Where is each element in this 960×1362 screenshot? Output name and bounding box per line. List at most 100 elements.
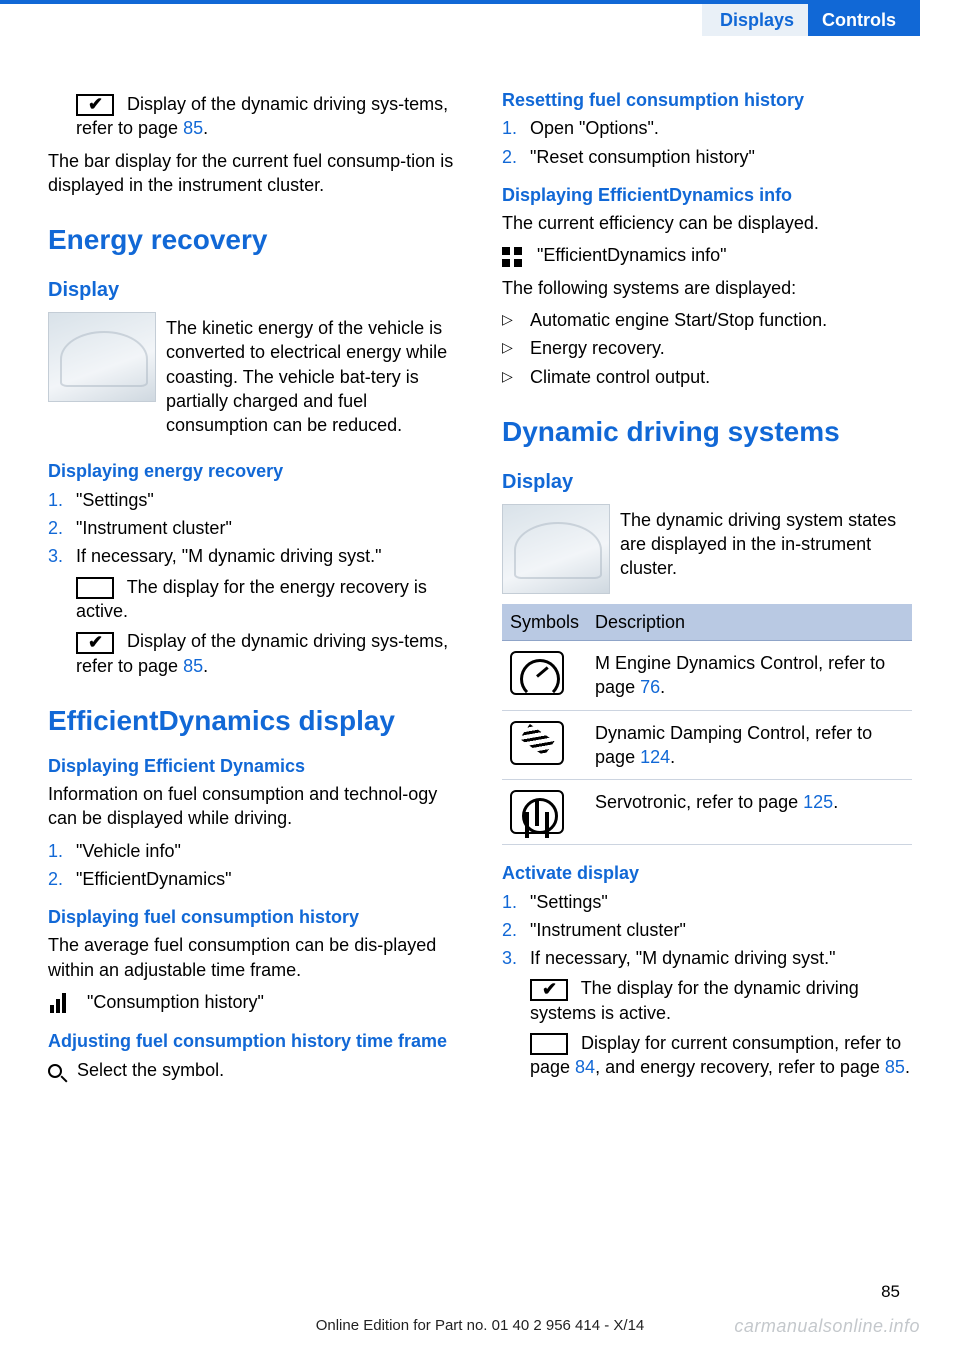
display-empty-icon bbox=[530, 1033, 568, 1055]
step-text: "EfficientDynamics" bbox=[76, 867, 458, 891]
displaying-effd-heading: Displaying Efficient Dynamics bbox=[48, 754, 458, 778]
step-num: 1. bbox=[502, 116, 530, 140]
display-check-icon bbox=[76, 632, 114, 654]
page-link-85[interactable]: 85 bbox=[885, 1057, 905, 1077]
step-text: "Instrument cluster" bbox=[530, 918, 912, 942]
list-item: 3.If necessary, "M dynamic driving syst.… bbox=[502, 946, 912, 970]
triangle-bullet-icon: ▷ bbox=[502, 365, 530, 389]
symbol-cell bbox=[502, 710, 587, 780]
energy-recovery-heading: Energy recovery bbox=[48, 221, 458, 259]
er-sub1-text: The display for the energy recovery is a… bbox=[76, 577, 427, 621]
step-text: "Vehicle info" bbox=[76, 839, 458, 863]
effd-info-item: "EfficientDynamics info" bbox=[502, 243, 912, 267]
step-text: Open "Options". bbox=[530, 116, 912, 140]
col-symbols: Symbols bbox=[502, 604, 587, 641]
symbol-cell bbox=[502, 641, 587, 711]
gauge-icon bbox=[510, 651, 564, 695]
step-text: "Settings" bbox=[76, 488, 458, 512]
step-num: 2. bbox=[48, 516, 76, 540]
right-column: Resetting fuel consumption history 1.Ope… bbox=[502, 88, 912, 1090]
step-num: 1. bbox=[502, 890, 530, 914]
page-link[interactable]: 125 bbox=[803, 792, 833, 812]
list-item: 3.If necessary, "M dynamic driving syst.… bbox=[48, 544, 458, 568]
fuel-history-heading: Displaying fuel consumption history bbox=[48, 905, 458, 929]
intro-text: Display of the dynamic driving sys‐tems,… bbox=[76, 94, 448, 138]
page-link-84[interactable]: 84 bbox=[575, 1057, 595, 1077]
step-num: 3. bbox=[48, 544, 76, 568]
list-item: ▷Automatic engine Start/Stop function. bbox=[502, 308, 912, 332]
activate-display-heading: Activate display bbox=[502, 861, 912, 885]
intro-dynamic-line: Display of the dynamic driving sys‐tems,… bbox=[76, 92, 458, 141]
page-link[interactable]: 124 bbox=[640, 747, 670, 767]
list-item: 1.Open "Options". bbox=[502, 116, 912, 140]
table-row: Dynamic Damping Control, refer to page 1… bbox=[502, 710, 912, 780]
dds-thumbnail bbox=[502, 504, 610, 594]
step-num: 2. bbox=[48, 867, 76, 891]
dds-body: The dynamic driving system states are di… bbox=[620, 508, 912, 586]
step-text: "Instrument cluster" bbox=[76, 516, 458, 540]
desc-b: . bbox=[660, 677, 665, 697]
desc-a: Dynamic Damping Control, refer to page bbox=[595, 723, 872, 767]
desc-cell: M Engine Dynamics Control, refer to page… bbox=[587, 641, 912, 711]
list-item: 2."Reset consumption history" bbox=[502, 145, 912, 169]
list-item: 2."Instrument cluster" bbox=[48, 516, 458, 540]
desc-b: . bbox=[670, 747, 675, 767]
header-stub-left bbox=[0, 0, 40, 36]
step-text: If necessary, "M dynamic driving syst." bbox=[76, 544, 458, 568]
symbols-table: Symbols Description M Engine Dynamics Co… bbox=[502, 604, 912, 845]
page-link-85[interactable]: 85 bbox=[183, 118, 203, 138]
col-description: Description bbox=[587, 604, 912, 641]
step-text: "Settings" bbox=[530, 890, 912, 914]
triangle-bullet-icon: ▷ bbox=[502, 308, 530, 332]
adjust-text: Select the symbol. bbox=[77, 1060, 224, 1080]
step-text: If necessary, "M dynamic driving syst." bbox=[530, 946, 912, 970]
list-item: 1."Settings" bbox=[502, 890, 912, 914]
damper-icon bbox=[510, 721, 564, 765]
desc-a: M Engine Dynamics Control, refer to page bbox=[595, 653, 885, 697]
er-sub2b: . bbox=[203, 656, 208, 676]
step-num: 1. bbox=[48, 488, 76, 512]
effd-info-heading: Displaying EfficientDynamics info bbox=[502, 183, 912, 207]
intro-after: . bbox=[203, 118, 208, 138]
fuel-history-body: The average fuel consumption can be dis‐… bbox=[48, 933, 458, 982]
er-sub-dynamic: Display of the dynamic driving sys‐tems,… bbox=[76, 629, 458, 678]
bars-icon bbox=[48, 991, 72, 1015]
page-link-85[interactable]: 85 bbox=[183, 656, 203, 676]
act-sub1-text: The display for the dynamic driving syst… bbox=[530, 978, 859, 1022]
step-num: 3. bbox=[502, 946, 530, 970]
er-sub2a: Display of the dynamic driving sys‐tems,… bbox=[76, 631, 448, 675]
step-num: 2. bbox=[502, 145, 530, 169]
list-item: ▷Energy recovery. bbox=[502, 336, 912, 360]
display-empty-icon bbox=[76, 577, 114, 599]
reset-history-heading: Resetting fuel consumption history bbox=[502, 88, 912, 112]
left-column: Display of the dynamic driving sys‐tems,… bbox=[48, 88, 458, 1090]
table-row: M Engine Dynamics Control, refer to page… bbox=[502, 641, 912, 711]
header-section: Displays bbox=[702, 0, 808, 36]
energy-display-body: The kinetic energy of the vehicle is con… bbox=[166, 316, 458, 437]
consumption-history-text: "Consumption history" bbox=[87, 992, 264, 1012]
effd-info-item-text: "EfficientDynamics info" bbox=[537, 245, 727, 265]
desc-a: Servotronic, refer to page bbox=[595, 792, 803, 812]
effd-body: Information on fuel consumption and tech… bbox=[48, 782, 458, 831]
list-item: 1."Vehicle info" bbox=[48, 839, 458, 863]
magnifier-icon bbox=[48, 1064, 62, 1078]
watermark: carmanualsonline.info bbox=[734, 1314, 920, 1338]
adjust-timeframe-heading: Adjusting fuel consumption history time … bbox=[48, 1029, 458, 1053]
steering-wheel-icon bbox=[510, 790, 564, 834]
bullet-text: Energy recovery. bbox=[530, 336, 665, 360]
dds-display-heading: Display bbox=[502, 469, 912, 496]
desc-cell: Dynamic Damping Control, refer to page 1… bbox=[587, 710, 912, 780]
dynamic-driving-heading: Dynamic driving systems bbox=[502, 413, 912, 451]
page-header: Displays Controls bbox=[0, 0, 960, 36]
bullet-text: Climate control output. bbox=[530, 365, 710, 389]
energy-display-block: The kinetic energy of the vehicle is con… bbox=[48, 312, 458, 445]
page-link[interactable]: 76 bbox=[640, 677, 660, 697]
display-subheading: Display bbox=[48, 277, 458, 304]
list-item: 2."EfficientDynamics" bbox=[48, 867, 458, 891]
content-area: Display of the dynamic driving sys‐tems,… bbox=[0, 36, 960, 1090]
triangle-bullet-icon: ▷ bbox=[502, 336, 530, 360]
step-num: 1. bbox=[48, 839, 76, 863]
er-sub-active: The display for the energy recovery is a… bbox=[76, 575, 458, 624]
dds-display-block: The dynamic driving system states are di… bbox=[502, 504, 912, 594]
display-check-icon bbox=[76, 94, 114, 116]
